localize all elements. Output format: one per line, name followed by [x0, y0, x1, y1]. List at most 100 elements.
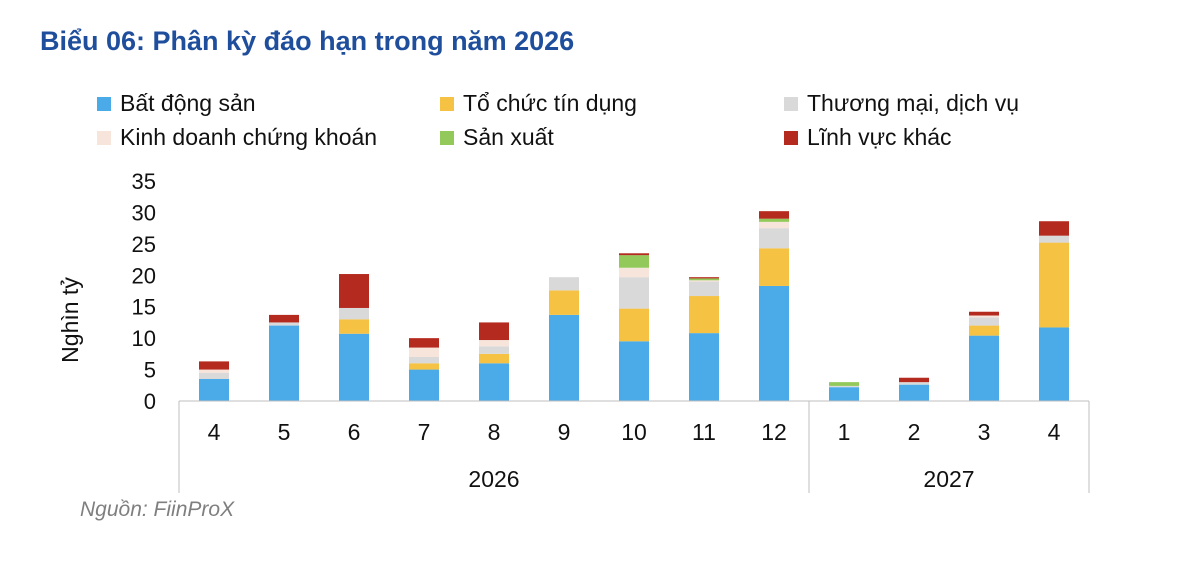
bar-segment	[1039, 327, 1069, 401]
legend-swatch	[97, 96, 111, 111]
bar-segment	[969, 315, 999, 318]
bar-segment	[829, 387, 859, 401]
bar-segment	[1039, 235, 1069, 243]
bar-segment	[269, 322, 299, 326]
x-tick-label: 6	[348, 419, 361, 445]
x-group-label: 2027	[923, 466, 974, 492]
bar-segment	[269, 314, 299, 323]
legend-item-bat-dong-san: Bất động sản	[97, 90, 256, 117]
legend-label: Bất động sản	[120, 90, 256, 116]
bar-segment	[759, 228, 789, 249]
bar-segment	[409, 357, 439, 364]
x-tick-label: 10	[621, 419, 647, 445]
bar-segment	[829, 382, 859, 386]
bar-segment	[479, 353, 509, 364]
bar-segment	[339, 274, 369, 308]
bar-segment	[409, 363, 439, 370]
bar-segment	[759, 211, 789, 219]
x-tick-label: 11	[692, 419, 716, 445]
bar-segment	[969, 317, 999, 326]
source-note: Nguồn: FiinProX	[80, 498, 235, 521]
x-tick-label: 7	[418, 419, 431, 445]
legend-swatch	[440, 130, 454, 145]
legend-swatch	[784, 96, 798, 111]
bar-segment	[759, 285, 789, 401]
x-group-label: 2026	[468, 466, 519, 492]
bar-segment	[549, 277, 579, 291]
bar-segment	[689, 280, 719, 282]
legend-item-to-chuc-tin-dung: Tổ chức tín dụng	[440, 90, 637, 117]
x-tick-label: 4	[1048, 419, 1061, 445]
legend-label: Lĩnh vực khác	[807, 124, 952, 150]
x-tick-label: 4	[208, 419, 221, 445]
bar-segment	[619, 277, 649, 309]
bar-segment	[759, 221, 789, 229]
bar-segment	[689, 277, 719, 279]
bar-segment	[689, 278, 719, 281]
chart-title: Biểu 06: Phân kỳ đáo hạn trong năm 2026	[40, 26, 575, 56]
bar-segment	[619, 308, 649, 342]
bar-segment	[899, 384, 929, 401]
y-tick-label: 5	[144, 358, 156, 383]
bar-segment	[619, 267, 649, 278]
bar-segment	[549, 314, 579, 401]
bar-segment	[199, 372, 229, 379]
bar-segment	[339, 333, 369, 401]
y-tick-label: 25	[132, 232, 156, 257]
bar-segment	[1039, 221, 1069, 236]
legend-swatch	[440, 96, 454, 111]
bar-segment	[689, 296, 719, 334]
bar-segment	[899, 377, 929, 383]
legend-label: Tổ chức tín dụng	[463, 90, 637, 116]
bar-segment	[759, 218, 789, 222]
legend-label: Thương mại, dịch vụ	[807, 90, 1020, 116]
y-tick-label: 0	[144, 389, 156, 414]
bar-segment	[619, 255, 649, 268]
y-axis-label: Nghìn tỷ	[57, 277, 83, 363]
bar-segment	[339, 319, 369, 334]
bar-segment	[1039, 242, 1069, 328]
y-tick-label: 35	[132, 169, 156, 194]
legend-swatch	[97, 130, 111, 145]
bar-segment	[339, 307, 369, 320]
bar-segment	[619, 341, 649, 401]
legend-label: Sản xuất	[463, 124, 554, 150]
y-tick-label: 10	[132, 326, 156, 351]
x-tick-label: 12	[761, 419, 787, 445]
bar-segment	[619, 253, 649, 256]
legend-item-kinh-doanh-chung-khoan: Kinh doanh chứng khoán	[97, 124, 377, 151]
legend-item-san-xuat: Sản xuất	[440, 124, 554, 151]
y-tick-label: 20	[132, 263, 156, 288]
x-tick-label: 8	[488, 419, 501, 445]
y-tick-label: 15	[132, 295, 156, 320]
bar-segment	[479, 322, 509, 341]
bar-segment	[689, 333, 719, 401]
bar-segment	[969, 325, 999, 336]
bar-segment	[899, 382, 929, 385]
bar-segment	[199, 369, 229, 373]
y-tick-label: 30	[132, 200, 156, 225]
bar-segment	[409, 338, 439, 348]
x-tick-label: 5	[278, 419, 291, 445]
bar-segment	[199, 379, 229, 401]
bar-segment	[479, 346, 509, 354]
x-tick-label: 2	[908, 419, 921, 445]
x-tick-label: 9	[558, 419, 571, 445]
legend-label: Kinh doanh chứng khoán	[120, 124, 378, 150]
x-tick-label: 1	[838, 419, 851, 445]
legend-item-linh-vuc-khac: Lĩnh vực khác	[784, 124, 952, 151]
x-tick-label: 3	[978, 419, 991, 445]
bar-segment	[409, 347, 439, 357]
legend-item-thuong-mai-dich-vu: Thương mại, dịch vụ	[784, 90, 1019, 117]
bar-segment	[969, 311, 999, 316]
bar-segment	[269, 325, 299, 401]
bar-segment	[829, 385, 859, 388]
legend-swatch	[784, 130, 798, 145]
bar-segment	[409, 369, 439, 401]
bar-segment	[689, 281, 719, 297]
bar-segment	[479, 363, 509, 401]
bar-segment	[759, 248, 789, 286]
bar-segment	[969, 335, 999, 401]
bar-segment	[199, 361, 229, 370]
